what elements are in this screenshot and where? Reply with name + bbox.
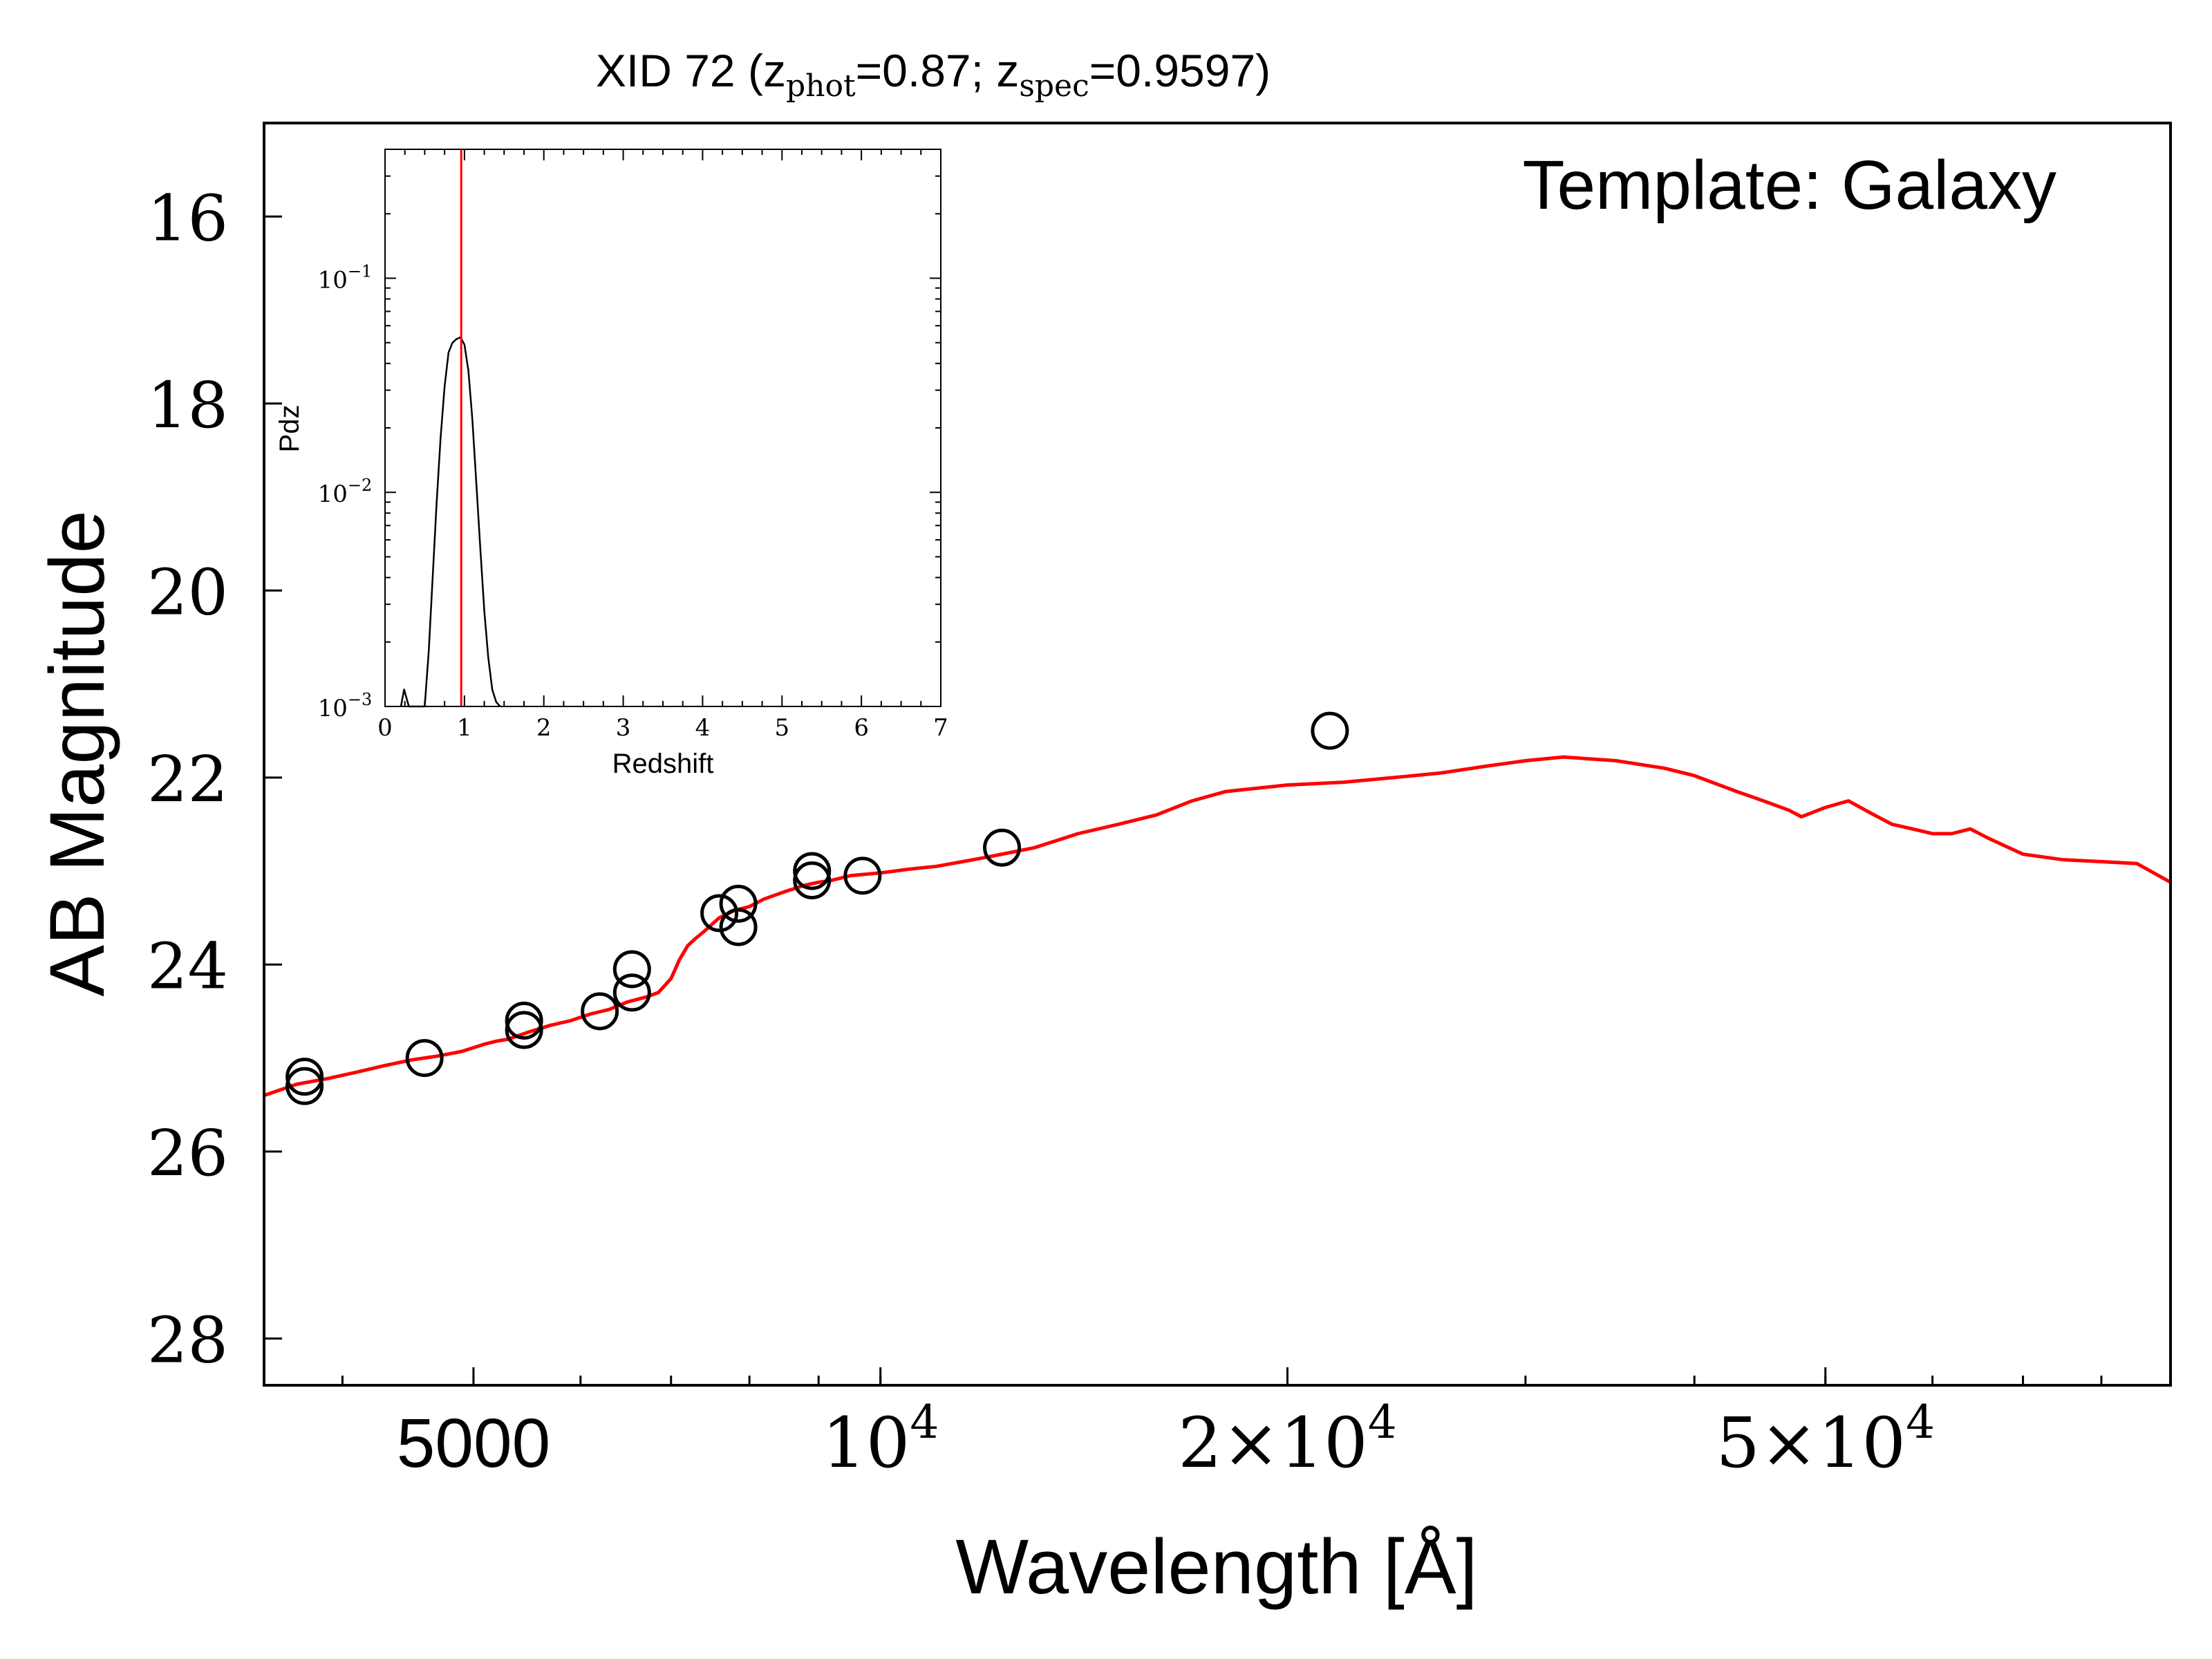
- x-tick-label: 5000: [397, 1405, 550, 1482]
- inset-x-tick-label: 7: [933, 714, 948, 742]
- y-tick-label: 20: [147, 555, 228, 629]
- inset-y-tick-label: 10−3: [318, 690, 373, 722]
- photometry-point: [612, 973, 651, 1012]
- photometry-point: [285, 1067, 324, 1105]
- photometry-point: [793, 852, 832, 890]
- x-tick-label: 104: [822, 1396, 939, 1483]
- inset-frame: [384, 149, 941, 707]
- title-sub-phot: phot: [786, 68, 856, 104]
- inset-x-tick-label: 5: [774, 714, 789, 742]
- x-tick-label-exponent: 4: [910, 1396, 939, 1449]
- photometry-point: [505, 1011, 543, 1049]
- photometry-point: [843, 856, 882, 895]
- x-axis-label: Wavelength [Å]: [955, 1524, 1477, 1610]
- inset-x-tick-label: 1: [457, 714, 472, 742]
- inset-y-axis-label: Pdz: [274, 405, 305, 453]
- inset-plot-series: [400, 149, 501, 708]
- y-tick-label: 22: [147, 742, 228, 816]
- photometry-point: [612, 950, 651, 988]
- photometry-point: [285, 1058, 324, 1096]
- photometry-point: [719, 908, 758, 946]
- photometry-point: [581, 992, 619, 1031]
- photometry-point: [793, 861, 832, 900]
- x-tick-label-base: 5000: [397, 1405, 550, 1482]
- inset-axis-ticks: 0 1 2 3 4 5 6 710−110−210−3: [318, 149, 948, 742]
- inset-x-tick-label: 0: [377, 714, 393, 742]
- x-tick-label-base: 10: [822, 1403, 910, 1483]
- pdz-curve: [400, 336, 501, 708]
- chart-title: XID 72 (zphot=0.87; zspec=0.9597): [596, 45, 1271, 104]
- photometry-point: [983, 828, 1022, 867]
- photometry-point: [505, 1001, 543, 1040]
- x-tick-label-exponent: 4: [1906, 1396, 1935, 1449]
- y-tick-label: 24: [147, 929, 228, 1003]
- x-tick-label: 5×104: [1716, 1396, 1935, 1483]
- y-tick-label: 16: [147, 181, 228, 255]
- photometry-point: [700, 894, 739, 932]
- main-plot-frame: [263, 122, 2172, 1387]
- x-tick-label-base: 5×10: [1716, 1403, 1906, 1483]
- template-annotation: Template: Galaxy: [1522, 147, 2056, 224]
- inset-y-tick-label-exponent: −2: [348, 476, 372, 495]
- inset-y-tick-label-exponent: −3: [348, 690, 372, 709]
- main-plot-series: [263, 711, 2172, 1105]
- photometry-point: [405, 1039, 444, 1078]
- inset-x-tick-label: 6: [854, 714, 869, 742]
- y-axis-label: AB Magnitude: [34, 510, 120, 997]
- inset-y-tick-label-exponent: −1: [348, 261, 372, 281]
- inset-x-tick-label: 2: [536, 714, 552, 742]
- inset-y-tick-label-base: 10: [318, 266, 348, 294]
- y-tick-label: 26: [147, 1116, 228, 1190]
- inset-y-tick-label: 10−1: [318, 261, 373, 294]
- title-main: XID 72 (z: [596, 45, 786, 96]
- template-sed-line: [263, 755, 2172, 1098]
- inset-y-tick-label-base: 10: [318, 695, 348, 722]
- x-tick-label: 2×104: [1178, 1396, 1397, 1483]
- title-end: =0.9597): [1089, 45, 1271, 96]
- title-mid: =0.87; z: [856, 45, 1020, 96]
- inset-y-tick-label-base: 10: [318, 480, 348, 508]
- x-tick-label-exponent: 4: [1368, 1396, 1397, 1449]
- y-tick-label: 18: [147, 368, 228, 442]
- inset-x-tick-label: 3: [616, 714, 631, 742]
- inset-y-tick-label: 10−2: [318, 476, 373, 508]
- x-tick-label-base: 2×10: [1178, 1403, 1368, 1483]
- inset-background: [385, 149, 941, 706]
- y-tick-label: 28: [147, 1303, 228, 1377]
- photometry-point: [1311, 711, 1349, 750]
- inset-x-axis-label: Redshift: [612, 749, 714, 779]
- title-sub-spec: spec: [1019, 68, 1089, 104]
- photometry-point: [719, 884, 758, 923]
- inset-x-tick-label: 4: [695, 714, 711, 742]
